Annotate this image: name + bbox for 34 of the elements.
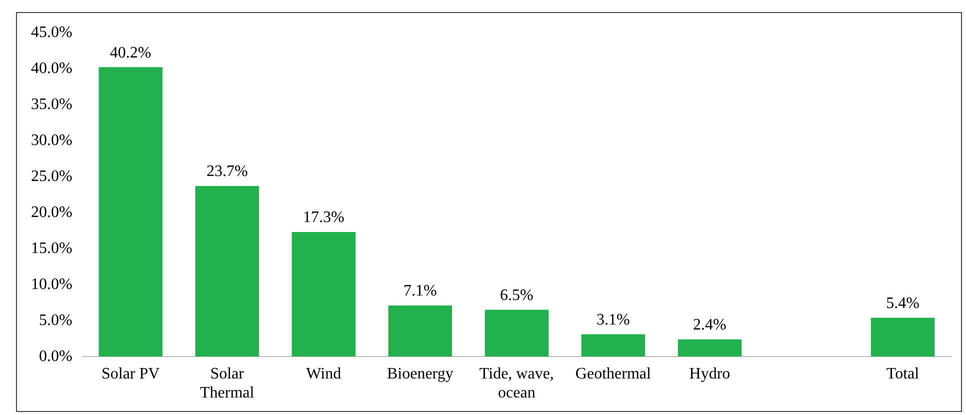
y-tick-label: 40.0%	[31, 60, 72, 77]
x-tick-label: Total	[886, 365, 920, 382]
bar	[870, 318, 935, 357]
data-label: 5.4%	[886, 294, 920, 312]
data-label: 2.4%	[693, 316, 726, 334]
bar	[581, 334, 646, 357]
bar	[484, 310, 549, 357]
y-tick-label: 5.0%	[39, 312, 72, 329]
x-tick-label: Wind	[306, 365, 342, 382]
y-tick-label: 30.0%	[31, 132, 72, 149]
y-tick-label: 15.0%	[31, 240, 72, 257]
x-tick-label: Solar Thermal	[200, 365, 255, 402]
x-tick-label: Bioenergy	[386, 365, 454, 382]
y-tick-label: 0.0%	[39, 348, 72, 365]
data-label: 23.7%	[206, 163, 248, 180]
bar	[388, 305, 452, 357]
bar	[678, 339, 742, 357]
x-tick-label: Geothermal	[575, 365, 652, 382]
data-label: 7.1%	[403, 282, 437, 300]
x-tick-label: Hydro	[689, 365, 730, 382]
y-tick-label: 35.0%	[31, 96, 72, 113]
data-label: 40.2%	[110, 44, 152, 62]
y-tick-label: 10.0%	[31, 276, 72, 293]
data-label: 3.1%	[596, 311, 630, 328]
y-tick-label: 20.0%	[31, 204, 72, 221]
y-tick-label: 25.0%	[31, 168, 72, 185]
bar	[292, 232, 356, 357]
data-label: 17.3%	[302, 209, 344, 226]
x-tick-label: Solar PV	[101, 365, 160, 382]
x-tick-label: Tide, wave, ocean	[479, 365, 554, 402]
y-tick-label: 45.0%	[31, 24, 72, 41]
bar	[195, 186, 259, 357]
bar	[98, 67, 162, 357]
data-label: 6.5%	[500, 287, 534, 304]
